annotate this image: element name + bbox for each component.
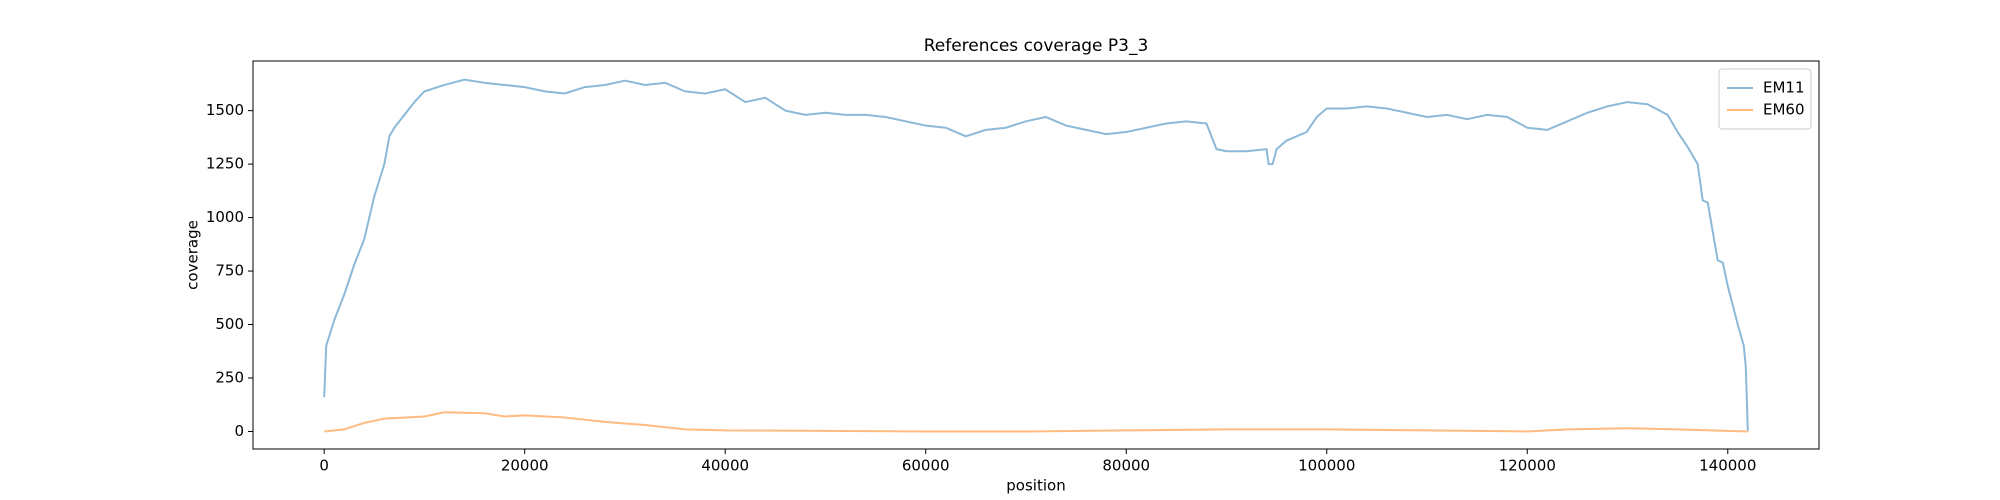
y-axis-label: coverage bbox=[184, 220, 202, 290]
x-axis-label: position bbox=[1006, 477, 1065, 495]
x-tick-label: 0 bbox=[319, 457, 329, 475]
x-tick-label: 80000 bbox=[1102, 457, 1150, 475]
legend-label: EM11 bbox=[1763, 79, 1805, 97]
legend-label: EM60 bbox=[1763, 101, 1805, 119]
x-tick-label: 140000 bbox=[1699, 457, 1756, 475]
x-tick-label: 100000 bbox=[1298, 457, 1355, 475]
data-line bbox=[324, 411, 1748, 433]
y-tick-label: 750 bbox=[215, 262, 244, 280]
x-tick-label: 60000 bbox=[902, 457, 950, 475]
y-tick-label: 250 bbox=[215, 368, 244, 386]
y-tick-label: 0 bbox=[234, 422, 244, 440]
y-tick-label: 500 bbox=[215, 315, 244, 333]
x-tick-label: 20000 bbox=[501, 457, 549, 475]
y-tick-label: 1000 bbox=[206, 208, 244, 226]
data-line bbox=[323, 78, 1749, 432]
legend-box bbox=[1718, 68, 1812, 130]
chart-title: References coverage P3_3 bbox=[924, 36, 1149, 56]
x-tick-label: 40000 bbox=[701, 457, 749, 475]
y-tick-label: 1250 bbox=[206, 155, 244, 173]
axes-frame bbox=[252, 60, 1820, 450]
y-tick-label: 1500 bbox=[206, 101, 244, 119]
x-tick-label: 120000 bbox=[1499, 457, 1556, 475]
